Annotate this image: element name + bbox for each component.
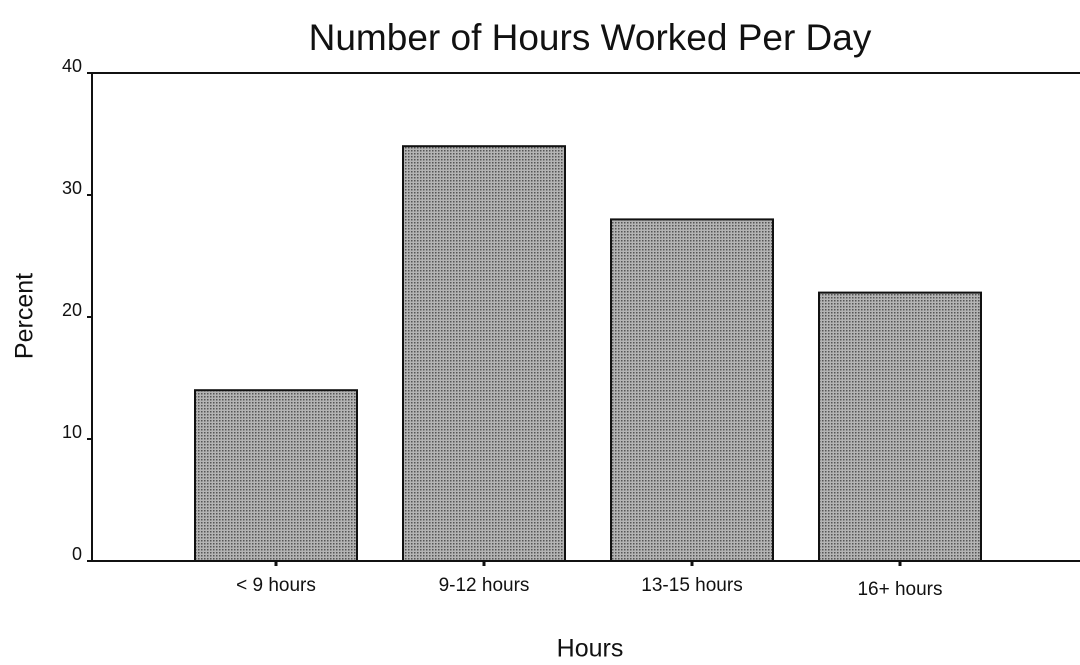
- x-tick-label: 9-12 hours: [439, 575, 530, 596]
- bar: [402, 145, 566, 562]
- y-tick-label: 40: [62, 56, 82, 76]
- y-tick-label: 30: [62, 178, 82, 198]
- bar: [610, 218, 774, 562]
- y-axis-label: Percent: [11, 273, 39, 359]
- x-axis-label: Hours: [557, 635, 624, 663]
- x-tick-label: < 9 hours: [236, 575, 316, 596]
- y-tick-label: 10: [62, 422, 82, 442]
- y-tick-label: 0: [72, 544, 82, 564]
- y-tick-label: 20: [62, 300, 82, 320]
- bar: [818, 291, 982, 562]
- bar: [194, 389, 358, 563]
- x-tick-label: 13-15 hours: [641, 575, 742, 596]
- chart-title: Number of Hours Worked Per Day: [309, 17, 872, 58]
- x-tick-label: 16+ hours: [857, 579, 942, 600]
